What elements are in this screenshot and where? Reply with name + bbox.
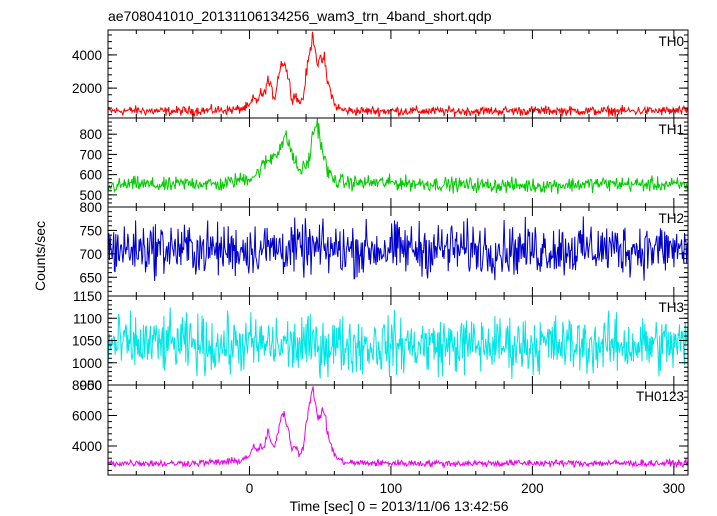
y-tick-label: 700 bbox=[79, 247, 102, 262]
y-tick-label: 800 bbox=[79, 127, 102, 142]
y-tick-label: 2000 bbox=[72, 81, 102, 96]
y-tick-label: 1000 bbox=[72, 356, 102, 371]
x-axis-label: Time [sec] 0 = 2013/11/06 13:42:56 bbox=[289, 498, 508, 514]
series-label: TH1 bbox=[658, 122, 684, 137]
series-label: TH0123 bbox=[636, 389, 684, 404]
series-label: TH3 bbox=[658, 300, 684, 315]
series-line-th2 bbox=[108, 216, 688, 282]
series-line-th3 bbox=[108, 307, 688, 380]
y-tick-label: 600 bbox=[79, 168, 102, 183]
x-tick-labels: 0 100 200 300 bbox=[246, 481, 685, 496]
panel-th1: 500 600 700 800 TH1 bbox=[79, 117, 689, 208]
series-line-th0123 bbox=[108, 386, 688, 469]
series-line-th0 bbox=[108, 31, 688, 118]
panel-th0: 2000 4000 TH0 bbox=[72, 29, 689, 119]
y-tick-label: 950 bbox=[79, 378, 102, 393]
y-tick-label: 500 bbox=[79, 188, 102, 203]
y-axis-label: Counts/sec bbox=[32, 221, 48, 291]
series-line-th1 bbox=[108, 118, 688, 195]
panel-th3: 950 1000 1050 1100 1150 TH3 bbox=[72, 289, 689, 393]
y-tick-label: 6000 bbox=[72, 409, 102, 424]
x-tick-label: 0 bbox=[246, 481, 254, 496]
panel-th2: 650 700 750 800 TH2 bbox=[79, 200, 689, 297]
x-tick-label: 300 bbox=[663, 481, 686, 496]
y-tick-label: 800 bbox=[79, 200, 102, 215]
y-tick-label: 700 bbox=[79, 147, 102, 162]
y-tick-label: 1100 bbox=[73, 311, 102, 326]
series-label: TH0 bbox=[658, 34, 684, 49]
y-tick-label: 1050 bbox=[72, 334, 102, 349]
y-tick-label: 650 bbox=[79, 270, 102, 285]
y-tick-label: 1150 bbox=[73, 289, 102, 304]
panels: 2000 4000 TH0 500 600 700 800 TH1 650 700 750 800 TH… bbox=[72, 29, 689, 476]
y-tick-label: 8000 bbox=[72, 378, 102, 393]
y-tick-label: 750 bbox=[79, 223, 102, 238]
x-tick-label: 100 bbox=[380, 481, 403, 496]
panel-frame bbox=[107, 117, 689, 208]
x-tick-label: 200 bbox=[521, 481, 544, 496]
series-label: TH2 bbox=[658, 211, 684, 226]
chart-title: ae708041010_20131106134256_wam3_trn_4ban… bbox=[108, 8, 492, 24]
panel-frame bbox=[107, 29, 689, 119]
y-tick-label: 4000 bbox=[72, 439, 102, 454]
panel-frame bbox=[107, 384, 689, 476]
panel-th0123: 4000 6000 8000 TH0123 bbox=[72, 378, 689, 476]
y-tick-label: 4000 bbox=[72, 48, 102, 63]
